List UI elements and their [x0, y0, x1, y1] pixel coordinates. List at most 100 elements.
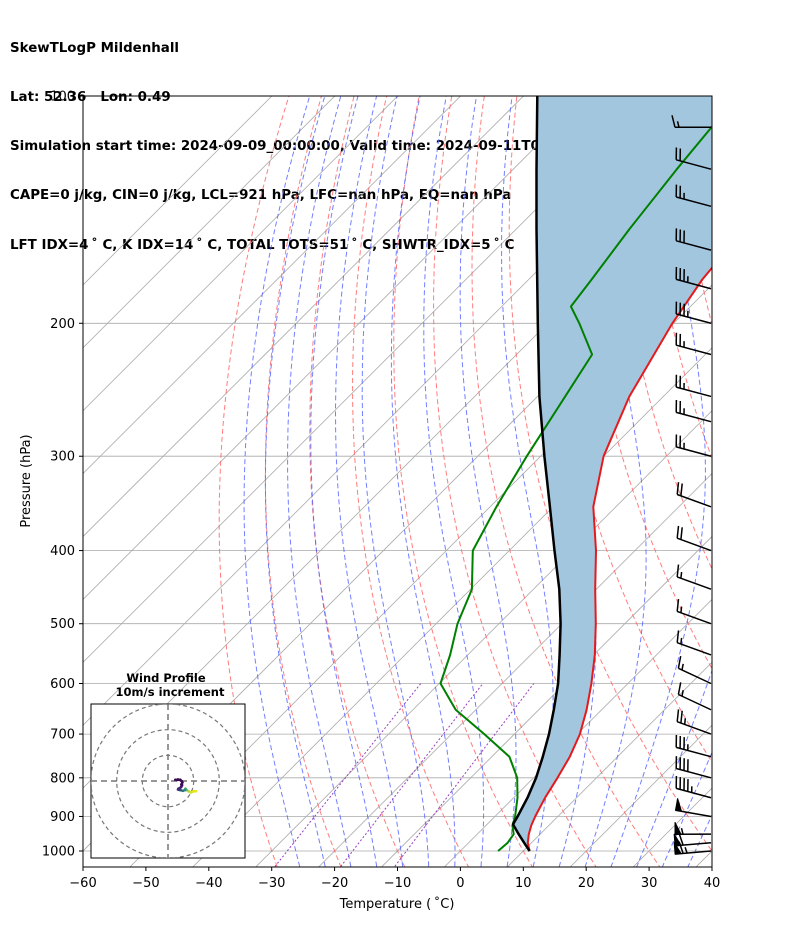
y-axis-label: Pressure (hPa): [19, 434, 34, 527]
y-tick-label: 300: [50, 450, 75, 465]
wind-profile-inset: Wind Profile 10m/s increment: [90, 671, 246, 859]
dry-adiabat-line: [309, 96, 406, 867]
wind-barb: [675, 184, 712, 208]
moist-adiabat-line: [501, 96, 554, 867]
moist-adiabat-line: [459, 96, 517, 867]
dry-adiabat-line: [264, 96, 342, 867]
dry-adiabat-line: [352, 96, 470, 867]
wind-barb: [677, 655, 712, 685]
y-tick-label: 600: [50, 677, 75, 692]
isotherm-line: [83, 96, 336, 349]
moist-adiabat-line: [610, 96, 706, 867]
isotherm-line: [83, 96, 525, 538]
dry-adiabat-line: [393, 96, 533, 867]
isotherm-line: [569, 724, 712, 867]
isotherm-line: [744, 79, 794, 882]
dry-adiabat-line: [743, 79, 794, 882]
isotherm-line: [318, 473, 712, 867]
dry-adiabat-line: [776, 79, 794, 882]
isotherm-line: [83, 96, 462, 475]
moist-adiabat-line: [264, 96, 326, 867]
moist-adiabat-line: [636, 669, 712, 867]
wind-barb: [673, 841, 712, 855]
moist-adiabat-line: [361, 96, 430, 867]
wind-barb: [676, 564, 712, 590]
y-tick-label: 100: [50, 90, 75, 105]
wind-barb: [677, 682, 712, 711]
moist-adiabat-line: [661, 751, 712, 867]
x-tick-label: −60: [69, 876, 96, 891]
wind-barb: [676, 630, 712, 656]
inset-title: Wind Profile: [126, 671, 206, 685]
wind-barb: [675, 756, 712, 779]
cin-cape-fill: [513, 96, 712, 851]
wind-barb: [675, 775, 712, 799]
dry-adiabat-line: [433, 96, 597, 867]
y-tick-label: 200: [50, 317, 75, 332]
moist-adiabat-line: [287, 96, 352, 867]
isotherm-line: [506, 661, 712, 867]
isotherm-line: [83, 96, 650, 663]
x-tick-label: −40: [195, 876, 222, 891]
moist-adiabat-line: [335, 96, 404, 867]
x-tick-label: 0: [456, 876, 464, 891]
moist-adiabat-line: [243, 96, 311, 867]
location-line: Lat: 52.36 Lon: 0.49: [10, 90, 171, 106]
parcel-line: [511, 96, 562, 852]
x-tick-label: −50: [132, 876, 159, 891]
wind-barb: [675, 374, 712, 398]
isotherm-line: [83, 96, 587, 600]
wind-barb: [675, 228, 712, 251]
dry-adiabat-line: [508, 96, 712, 852]
x-axis-label: Temperature ( ˚C): [339, 896, 455, 912]
isotherm-line: [255, 410, 712, 867]
wind-barb: [675, 301, 712, 325]
wind-barb: [676, 709, 712, 735]
y-tick-label: 800: [50, 771, 75, 786]
dry-adiabat-line: [579, 96, 712, 670]
moist-adiabat-line: [423, 96, 485, 867]
wind-barb: [675, 434, 712, 457]
wind-barb: [673, 833, 712, 847]
mixing-ratio-line: [273, 683, 422, 867]
wind-barb: [675, 266, 712, 290]
wind-barb: [675, 147, 712, 170]
chart-header: SkewTLogP Mildenhall Lat: 52.36 Lon: 0.4…: [10, 8, 621, 270]
wind-barb: [676, 525, 712, 552]
dry-adiabat-line: [711, 96, 712, 101]
x-tick-label: −10: [384, 876, 411, 891]
wind-barb: [675, 332, 712, 356]
y-tick-label: 700: [50, 728, 75, 743]
x-tick-label: 30: [641, 876, 658, 891]
x-tick-label: 20: [578, 876, 595, 891]
mixing-ratio-line: [393, 683, 535, 867]
moist-adiabat-line: [390, 96, 456, 867]
temperature-line: [526, 266, 712, 852]
dry-adiabat-line: [471, 96, 661, 867]
y-tick-label: 500: [50, 617, 75, 632]
isotherm-line: [129, 284, 712, 867]
y-tick-label: 400: [50, 544, 75, 559]
y-tick-label: 900: [50, 810, 75, 825]
wind-barb: [675, 399, 712, 423]
x-tick-label: 40: [704, 876, 721, 891]
y-tick-label: 1000: [42, 845, 75, 860]
x-tick-label: 10: [515, 876, 532, 891]
wind-barb: [675, 734, 712, 758]
isotherm-line: [83, 96, 273, 286]
wind-barb: [671, 115, 712, 129]
wind-barb: [676, 599, 712, 625]
wind-barb: [676, 482, 712, 508]
dewpoint-line: [439, 125, 712, 852]
x-tick-label: −20: [321, 876, 348, 891]
inset-subtitle: 10m/s increment: [116, 685, 225, 699]
indices-line-2: LFT IDX=4 ˚ C, K IDX=14 ˚ C, TOTAL TOTS=…: [10, 237, 515, 253]
wind-barb: [674, 821, 712, 835]
moist-adiabat-line: [310, 96, 378, 867]
mixing-ratio-line: [339, 683, 484, 867]
wind-barb: [674, 798, 712, 818]
moist-adiabat-line: [584, 96, 647, 867]
chart-title: SkewTLogP Mildenhall: [10, 40, 180, 56]
isotherm-line: [83, 96, 399, 412]
